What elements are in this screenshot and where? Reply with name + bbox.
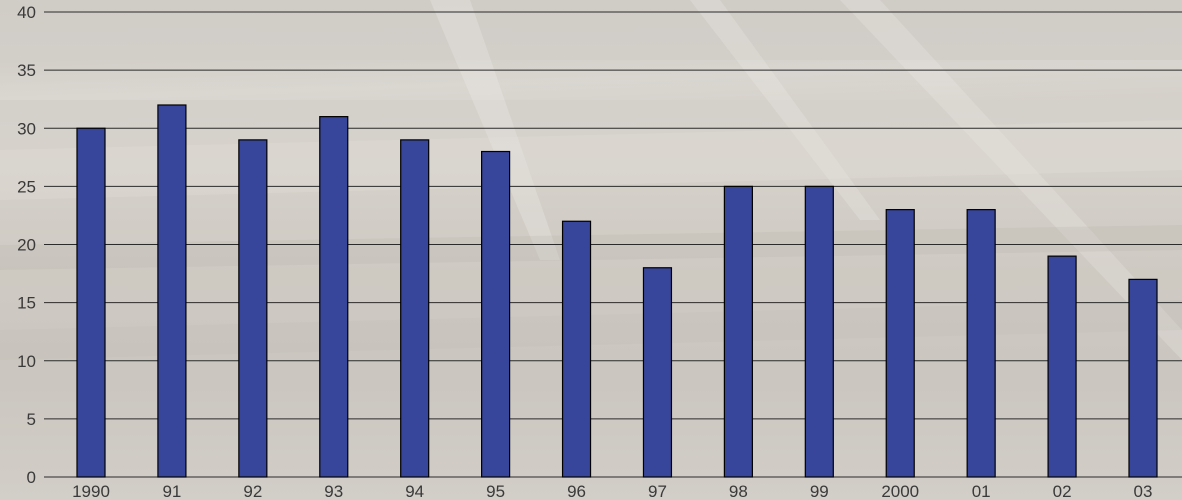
- x-tick-label: 91: [162, 482, 181, 500]
- y-tick-label: 40: [17, 3, 36, 22]
- bar-92: [238, 139, 268, 478]
- x-tick-label: 92: [243, 482, 262, 500]
- y-tick-label: 30: [17, 119, 36, 138]
- bar-95: [481, 150, 511, 478]
- x-tick-label: 2000: [881, 482, 919, 500]
- bar-98: [723, 185, 753, 478]
- y-tick-label: 20: [17, 236, 36, 255]
- y-tick-label: 10: [17, 352, 36, 371]
- x-tick-label: 99: [810, 482, 829, 500]
- y-tick-label: 0: [27, 468, 36, 487]
- bar-2000: [885, 209, 915, 478]
- x-tick-label: 01: [972, 482, 991, 500]
- x-tick-label: 02: [1053, 482, 1072, 500]
- bar-1990: [76, 127, 106, 478]
- bar-91: [157, 104, 187, 478]
- x-tick-label: 1990: [72, 482, 110, 500]
- x-tick-label: 97: [648, 482, 667, 500]
- bar-99: [804, 185, 834, 478]
- y-tick-label: 25: [17, 177, 36, 196]
- y-tick-label: 5: [27, 410, 36, 429]
- x-tick-label: 98: [729, 482, 748, 500]
- bars: [76, 104, 1158, 478]
- y-tick-label: 35: [17, 61, 36, 80]
- x-axis-tick-labels: 1990 91 92 93 94 95 96 97 98 99 2000 01 02 03: [72, 482, 1152, 500]
- bar-01: [966, 209, 996, 478]
- x-tick-label: 95: [486, 482, 505, 500]
- x-tick-label: 93: [324, 482, 343, 500]
- bar-94: [400, 139, 430, 478]
- y-tick-label: 15: [17, 294, 36, 313]
- x-tick-label: 96: [567, 482, 586, 500]
- bar-97: [642, 267, 673, 478]
- x-tick-label: 03: [1134, 482, 1153, 500]
- bar-96: [561, 220, 592, 478]
- bar-93: [319, 116, 349, 478]
- bar-03: [1128, 278, 1158, 478]
- x-tick-label: 94: [405, 482, 424, 500]
- y-axis-tick-labels: 0 5 10 15 20 25 30 35 40: [17, 3, 36, 487]
- bar-02: [1047, 255, 1077, 478]
